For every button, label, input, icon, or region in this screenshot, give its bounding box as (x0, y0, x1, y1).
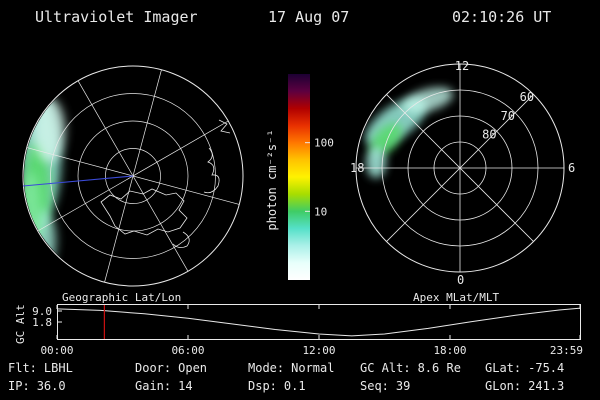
xtick-0000: 00:00 (40, 344, 74, 357)
status-dsp-label: Dsp: (248, 379, 277, 393)
strip-ytick-bottom: 1.8 (32, 316, 52, 329)
latitude-ring (105, 148, 161, 204)
status-flt-label: Flt: (8, 361, 37, 375)
coastline-segment (218, 119, 231, 134)
mlat-ring-label: 60 (520, 90, 534, 104)
mlt-0-label: 0 (457, 273, 464, 287)
strip-ytick-top: 9.0 (32, 305, 52, 318)
observation-time: 02:10:26 UT (452, 8, 552, 26)
status-gain: Gain: 14 (135, 379, 193, 393)
status-door: Door: Open (135, 361, 207, 375)
gc-alt-curve (56, 307, 581, 337)
status-seq-value: 39 (395, 379, 411, 393)
coastline-segment (172, 231, 190, 248)
status-glat-value: -75.4 (528, 361, 565, 375)
status-seq: Seq: 39 (360, 379, 410, 393)
status-mode-label: Mode: (248, 361, 285, 375)
status-gain-value: 14 (178, 379, 193, 393)
colorbar-tick-label: 10 (314, 205, 327, 218)
app-title: Ultraviolet Imager (35, 8, 198, 26)
left-plot-caption: Geographic Lat/Lon (62, 291, 182, 304)
coastline-layer (100, 119, 231, 248)
gc-alt-strip-chart (56, 304, 581, 340)
aurora-blob (402, 87, 454, 113)
status-gain-label: Gain: (135, 379, 172, 393)
mlt-12-label: 12 (455, 59, 469, 73)
status-door-value: Open (178, 361, 208, 375)
strip-frame (57, 304, 581, 340)
status-mode-value: Normal (291, 361, 335, 375)
status-ip-label: IP: (8, 379, 30, 393)
status-glat-label: GLat: (485, 361, 522, 375)
right-plot-caption: Apex MLat/MLT (413, 291, 500, 304)
aurora-layer (365, 87, 454, 178)
xtick-1800: 18:00 (433, 344, 467, 357)
status-dsp-value: 0.1 (283, 379, 306, 393)
latitude-ring (22, 65, 244, 287)
mlt-spoke (386, 94, 534, 242)
status-glat: GLat: -75.4 (485, 361, 564, 375)
status-flt-value: LBHL (43, 361, 73, 375)
status-ip-value: 36.0 (36, 379, 66, 393)
mlat-ring-label: 80 (482, 128, 496, 142)
status-mode: Mode: Normal (248, 361, 334, 375)
latitude-ring (50, 93, 216, 259)
spacecraft-track-line (22, 175, 134, 187)
colorbar: 100 10 photon cm⁻²s⁻¹ (265, 74, 334, 280)
status-dsp: Dsp: 0.1 (248, 379, 306, 393)
status-ip: IP: 36.0 (8, 379, 66, 393)
aurora-blob (24, 172, 41, 252)
status-flt: Flt: LBHL (8, 361, 73, 375)
mlt-18-label: 18 (350, 161, 364, 175)
status-glon-value: 241.3 (528, 379, 565, 393)
status-gcalt-label: GC Alt: (360, 361, 411, 375)
status-seq-label: Seq: (360, 379, 389, 393)
status-gcalt-value: 8.6 Re (417, 361, 461, 375)
status-gcalt: GC Alt: 8.6 Re (360, 361, 461, 375)
status-glon-label: GLon: (485, 379, 522, 393)
mlat-ring-label: 70 (501, 109, 515, 123)
aurora-blob (366, 146, 386, 178)
coastline-segment (203, 147, 220, 194)
mlt-6-label: 6 (568, 161, 575, 175)
aurora-blob (33, 98, 65, 162)
colorbar-bar (288, 74, 310, 280)
geographic-polar-plot (22, 65, 244, 287)
coastline-antarctica (100, 188, 188, 236)
xtick-1200: 12:00 (302, 344, 336, 357)
status-glon: GLon: 241.3 (485, 379, 564, 393)
colorbar-axis-label: photon cm⁻²s⁻¹ (265, 129, 279, 230)
colorbar-tick-label: 100 (314, 137, 334, 150)
xtick-0600: 06:00 (171, 344, 205, 357)
observation-date: 17 Aug 07 (268, 8, 350, 26)
xtick-2359: 23:59 (549, 344, 583, 357)
status-door-label: Door: (135, 361, 172, 375)
